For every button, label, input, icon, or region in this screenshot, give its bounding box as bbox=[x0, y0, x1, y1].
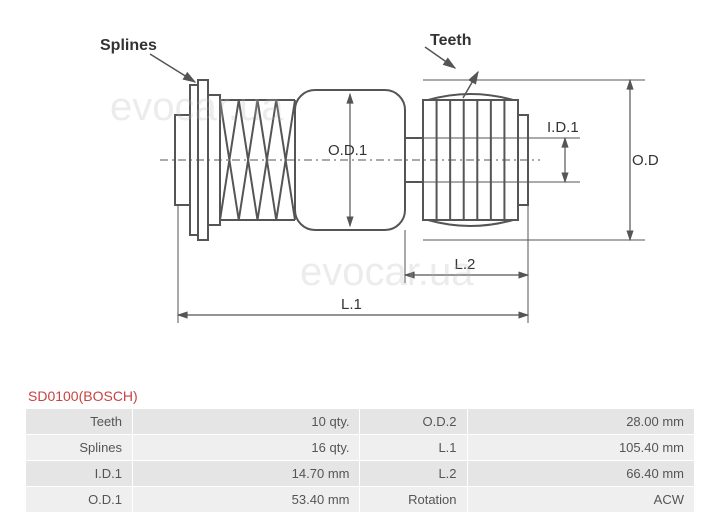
spec-value: 14.70 mm bbox=[133, 461, 360, 487]
part-title: SD0100(BOSCH) bbox=[28, 388, 138, 404]
spec-value: ACW bbox=[467, 487, 694, 513]
spec-label: O.D.1 bbox=[26, 487, 133, 513]
svg-text:Splines: Splines bbox=[100, 37, 157, 54]
spec-label: I.D.1 bbox=[26, 461, 133, 487]
svg-text:L.2: L.2 bbox=[455, 256, 476, 273]
table-row: O.D.1 53.40 mm Rotation ACW bbox=[26, 487, 695, 513]
table-row: Teeth 10 qty. O.D.2 28.00 mm bbox=[26, 409, 695, 435]
spec-label: O.D.2 bbox=[360, 409, 467, 435]
svg-text:Teeth: Teeth bbox=[430, 32, 471, 49]
spec-label: Splines bbox=[26, 435, 133, 461]
spec-value: 66.40 mm bbox=[467, 461, 694, 487]
spec-table: Teeth 10 qty. O.D.2 28.00 mm Splines 16 … bbox=[25, 408, 695, 513]
spec-value: 53.40 mm bbox=[133, 487, 360, 513]
table-row: I.D.1 14.70 mm L.2 66.40 mm bbox=[26, 461, 695, 487]
svg-text:I.D.1: I.D.1 bbox=[547, 119, 579, 136]
spec-label: L.1 bbox=[360, 435, 467, 461]
spec-label: Rotation bbox=[360, 487, 467, 513]
spec-value: 28.00 mm bbox=[467, 409, 694, 435]
svg-text:O.D.1: O.D.1 bbox=[328, 142, 367, 159]
spec-label: L.2 bbox=[360, 461, 467, 487]
spec-value: 10 qty. bbox=[133, 409, 360, 435]
part-diagram: O.D.1 I.D.1 O.D.2 L.2 L.1 Splines Teeth bbox=[60, 20, 660, 370]
svg-text:O.D.2: O.D.2 bbox=[632, 152, 660, 169]
spec-label: Teeth bbox=[26, 409, 133, 435]
spec-value: 16 qty. bbox=[133, 435, 360, 461]
svg-text:L.1: L.1 bbox=[341, 296, 362, 313]
spec-value: 105.40 mm bbox=[467, 435, 694, 461]
table-row: Splines 16 qty. L.1 105.40 mm bbox=[26, 435, 695, 461]
